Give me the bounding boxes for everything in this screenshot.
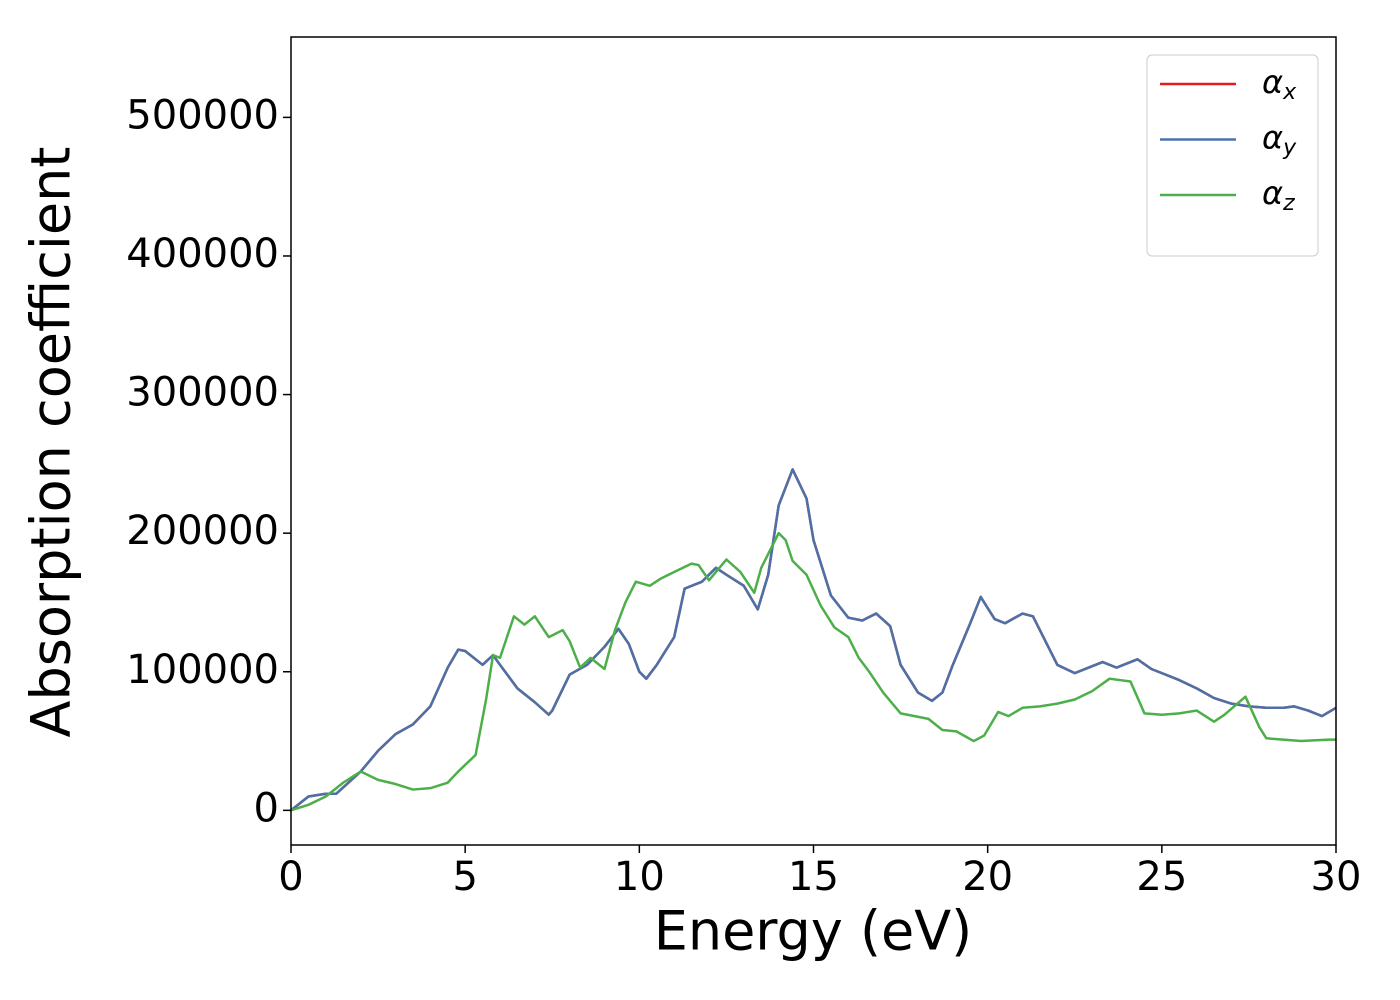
y-tick-label: 0 (254, 785, 279, 831)
legend-label: αy (1262, 119, 1297, 161)
y-tick-label: 100000 (126, 647, 279, 693)
x-tick-label: 15 (788, 854, 839, 900)
series-line (291, 468, 1336, 812)
x-tick-label: 30 (1311, 854, 1362, 900)
x-tick-label: 0 (278, 854, 303, 900)
x-axis-label: Energy (eV) (654, 900, 973, 963)
y-tick-label: 400000 (126, 231, 279, 277)
legend-label: αx (1262, 63, 1297, 105)
plot-frame (290, 36, 1337, 846)
legend-box (1146, 54, 1319, 257)
x-tick-label: 10 (614, 854, 665, 900)
y-tick-label: 500000 (126, 92, 279, 138)
y-axis-label: Absorption coefficient (20, 147, 83, 738)
series-line (291, 468, 1336, 812)
x-tick-label: 20 (962, 854, 1013, 900)
x-tick-label: 5 (452, 854, 477, 900)
legend-label: αz (1262, 174, 1295, 216)
y-tick-label: 200000 (126, 508, 279, 554)
y-tick-label: 300000 (126, 370, 279, 416)
x-tick-label: 25 (1136, 854, 1187, 900)
series-line (291, 531, 1336, 812)
